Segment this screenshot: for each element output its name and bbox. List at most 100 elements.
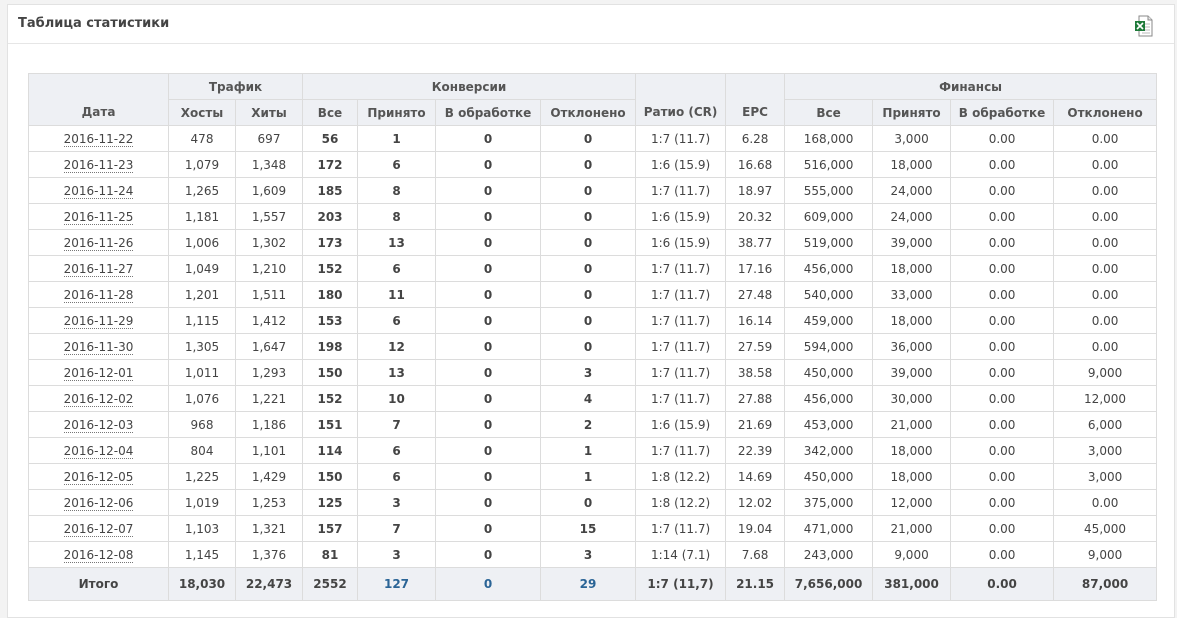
cell-conv-all[interactable]: 180 xyxy=(302,281,358,308)
cell-date[interactable]: 2016-12-03 xyxy=(28,411,169,438)
cell-conv-accepted[interactable]: 7 xyxy=(357,411,436,438)
total-conv-rejected[interactable]: 29 xyxy=(539,567,637,601)
cell-conv-pending[interactable]: 0 xyxy=(435,385,541,412)
cell-conv-rejected[interactable]: 0 xyxy=(539,177,637,204)
cell-conv-all[interactable]: 173 xyxy=(302,229,358,256)
cell-conv-rejected[interactable]: 0 xyxy=(539,229,637,256)
cell-conv-accepted[interactable]: 6 xyxy=(357,463,436,490)
cell-conv-accepted[interactable]: 8 xyxy=(357,203,436,230)
cell-conv-rejected[interactable]: 0 xyxy=(539,125,637,152)
cell-conv-pending[interactable]: 0 xyxy=(435,515,541,542)
date-link[interactable]: 2016-12-06 xyxy=(63,495,134,511)
cell-conv-all[interactable]: 56 xyxy=(302,125,358,152)
cell-conv-rejected[interactable]: 3 xyxy=(539,541,637,568)
cell-conv-accepted[interactable]: 3 xyxy=(357,541,436,568)
cell-conv-all[interactable]: 125 xyxy=(302,489,358,516)
cell-conv-accepted[interactable]: 10 xyxy=(357,385,436,412)
cell-conv-accepted[interactable]: 8 xyxy=(357,177,436,204)
total-conv-pending[interactable]: 0 xyxy=(435,567,541,601)
cell-date[interactable]: 2016-12-01 xyxy=(28,359,169,386)
cell-conv-accepted[interactable]: 13 xyxy=(357,229,436,256)
cell-conv-all[interactable]: 203 xyxy=(302,203,358,230)
cell-conv-all[interactable]: 172 xyxy=(302,151,358,178)
cell-conv-all[interactable]: 198 xyxy=(302,333,358,360)
cell-conv-all[interactable]: 152 xyxy=(302,385,358,412)
cell-conv-all[interactable]: 150 xyxy=(302,359,358,386)
cell-conv-all[interactable]: 157 xyxy=(302,515,358,542)
cell-date[interactable]: 2016-12-02 xyxy=(28,385,169,412)
date-link[interactable]: 2016-11-22 xyxy=(63,131,134,147)
cell-conv-rejected[interactable]: 0 xyxy=(539,489,637,516)
date-link[interactable]: 2016-12-05 xyxy=(63,469,134,485)
date-link[interactable]: 2016-11-25 xyxy=(63,209,134,225)
cell-date[interactable]: 2016-11-25 xyxy=(28,203,169,230)
cell-date[interactable]: 2016-12-05 xyxy=(28,463,169,490)
cell-conv-pending[interactable]: 0 xyxy=(435,463,541,490)
cell-conv-pending[interactable]: 0 xyxy=(435,151,541,178)
date-link[interactable]: 2016-11-24 xyxy=(63,183,134,199)
cell-date[interactable]: 2016-12-04 xyxy=(28,437,169,464)
cell-conv-rejected[interactable]: 0 xyxy=(539,255,637,282)
cell-conv-accepted[interactable]: 6 xyxy=(357,307,436,334)
cell-conv-all[interactable]: 151 xyxy=(302,411,358,438)
cell-conv-all[interactable]: 81 xyxy=(302,541,358,568)
cell-conv-pending[interactable]: 0 xyxy=(435,177,541,204)
cell-date[interactable]: 2016-12-07 xyxy=(28,515,169,542)
total-conv-accepted[interactable]: 127 xyxy=(357,567,436,601)
cell-conv-pending[interactable]: 0 xyxy=(435,125,541,152)
date-link[interactable]: 2016-11-27 xyxy=(63,261,134,277)
cell-conv-accepted[interactable]: 12 xyxy=(357,333,436,360)
excel-export-icon[interactable] xyxy=(1134,15,1154,37)
cell-date[interactable]: 2016-11-29 xyxy=(28,307,169,334)
date-link[interactable]: 2016-12-03 xyxy=(63,417,134,433)
cell-conv-accepted[interactable]: 13 xyxy=(357,359,436,386)
date-link[interactable]: 2016-11-26 xyxy=(63,235,134,251)
cell-conv-pending[interactable]: 0 xyxy=(435,359,541,386)
cell-date[interactable]: 2016-11-27 xyxy=(28,255,169,282)
cell-conv-rejected[interactable]: 15 xyxy=(539,515,637,542)
cell-conv-rejected[interactable]: 1 xyxy=(539,437,637,464)
cell-date[interactable]: 2016-11-24 xyxy=(28,177,169,204)
cell-conv-all[interactable]: 114 xyxy=(302,437,358,464)
cell-conv-accepted[interactable]: 3 xyxy=(357,489,436,516)
cell-date[interactable]: 2016-11-30 xyxy=(28,333,169,360)
cell-conv-accepted[interactable]: 6 xyxy=(357,151,436,178)
cell-conv-pending[interactable]: 0 xyxy=(435,307,541,334)
cell-conv-rejected[interactable]: 0 xyxy=(539,333,637,360)
cell-conv-rejected[interactable]: 3 xyxy=(539,359,637,386)
cell-conv-pending[interactable]: 0 xyxy=(435,203,541,230)
cell-conv-accepted[interactable]: 6 xyxy=(357,437,436,464)
cell-conv-rejected[interactable]: 0 xyxy=(539,151,637,178)
cell-conv-rejected[interactable]: 0 xyxy=(539,307,637,334)
cell-conv-rejected[interactable]: 2 xyxy=(539,411,637,438)
date-link[interactable]: 2016-12-08 xyxy=(63,547,134,563)
cell-conv-accepted[interactable]: 1 xyxy=(357,125,436,152)
date-link[interactable]: 2016-11-28 xyxy=(63,287,134,303)
cell-date[interactable]: 2016-12-06 xyxy=(28,489,169,516)
cell-date[interactable]: 2016-11-28 xyxy=(28,281,169,308)
cell-conv-rejected[interactable]: 0 xyxy=(539,281,637,308)
date-link[interactable]: 2016-11-29 xyxy=(63,313,134,329)
cell-conv-all[interactable]: 185 xyxy=(302,177,358,204)
cell-date[interactable]: 2016-11-23 xyxy=(28,151,169,178)
cell-conv-pending[interactable]: 0 xyxy=(435,437,541,464)
cell-conv-all[interactable]: 152 xyxy=(302,255,358,282)
date-link[interactable]: 2016-11-23 xyxy=(63,157,134,173)
cell-conv-pending[interactable]: 0 xyxy=(435,411,541,438)
date-link[interactable]: 2016-12-04 xyxy=(63,443,134,459)
cell-conv-rejected[interactable]: 4 xyxy=(539,385,637,412)
cell-conv-accepted[interactable]: 6 xyxy=(357,255,436,282)
cell-conv-accepted[interactable]: 11 xyxy=(357,281,436,308)
date-link[interactable]: 2016-12-01 xyxy=(63,365,134,381)
cell-conv-all[interactable]: 153 xyxy=(302,307,358,334)
cell-conv-rejected[interactable]: 0 xyxy=(539,203,637,230)
cell-conv-pending[interactable]: 0 xyxy=(435,489,541,516)
cell-conv-pending[interactable]: 0 xyxy=(435,229,541,256)
cell-conv-pending[interactable]: 0 xyxy=(435,255,541,282)
cell-conv-pending[interactable]: 0 xyxy=(435,333,541,360)
date-link[interactable]: 2016-12-07 xyxy=(63,521,134,537)
cell-date[interactable]: 2016-11-22 xyxy=(28,125,169,152)
cell-conv-pending[interactable]: 0 xyxy=(435,541,541,568)
cell-conv-accepted[interactable]: 7 xyxy=(357,515,436,542)
date-link[interactable]: 2016-12-02 xyxy=(63,391,134,407)
